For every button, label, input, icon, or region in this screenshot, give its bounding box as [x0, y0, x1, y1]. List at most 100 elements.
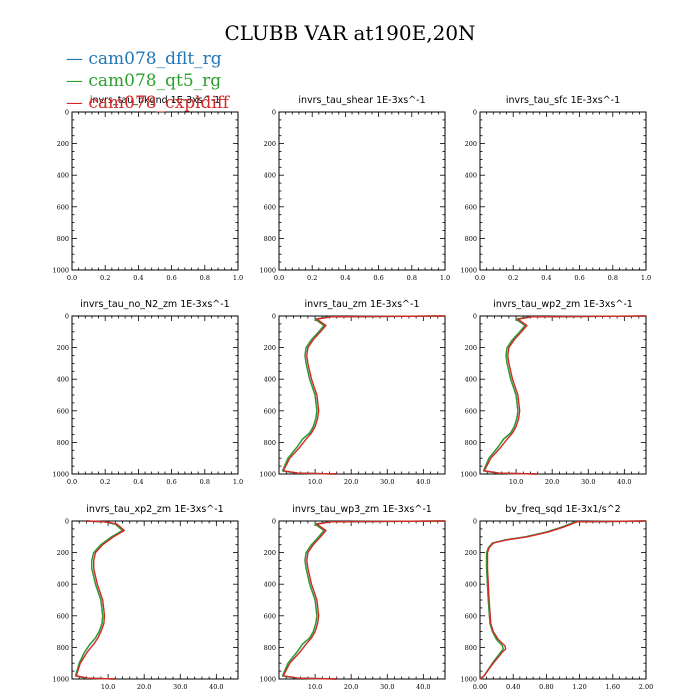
x-tick-label: 0.0	[67, 274, 77, 282]
x-tick-label: 40.0	[209, 683, 223, 691]
panel-title: invrs_tau_wp2_zm 1E-3xs^-1	[493, 299, 633, 310]
x-tick-label: 30.0	[581, 478, 595, 486]
y-tick-label: 200	[264, 344, 276, 352]
panel-title: invrs_tau_bkgnd 1E-3xs^-1	[90, 95, 220, 106]
panel-9: bv_freq_sqd 1E-3x1/s^2020040060080010000…	[460, 504, 653, 691]
x-tick-label: 0.4	[340, 274, 350, 282]
y-tick-label: 0	[272, 313, 276, 321]
x-tick-label: 0.4	[133, 478, 143, 486]
panel-title: bv_freq_sqd 1E-3x1/s^2	[505, 504, 620, 515]
x-tick-label: 0.6	[166, 274, 176, 282]
x-tick-label: 20.0	[344, 478, 358, 486]
y-tick-label: 800	[264, 644, 276, 652]
y-tick-label: 600	[465, 203, 477, 211]
series-line-2	[281, 520, 446, 680]
series-line-2	[74, 520, 124, 680]
x-tick-label: 1.20	[572, 683, 586, 691]
series-line-2	[281, 315, 446, 475]
y-tick-label: 800	[465, 235, 477, 243]
panel-title: invrs_tau_sfc 1E-3xs^-1	[506, 95, 620, 106]
x-tick-label: 0.8	[407, 274, 417, 282]
x-tick-label: 0.00	[473, 683, 487, 691]
y-tick-label: 1000	[52, 676, 69, 684]
series-line-1	[281, 520, 446, 680]
y-tick-label: 200	[57, 549, 69, 557]
y-tick-label: 1000	[460, 676, 477, 684]
x-tick-label: 1.0	[440, 274, 450, 282]
panel-title: invrs_tau_xp2_zm 1E-3xs^-1	[86, 504, 223, 515]
series-line-2	[479, 520, 647, 680]
y-tick-label: 400	[57, 376, 69, 384]
y-tick-label: 600	[264, 407, 276, 415]
series-line-1	[482, 315, 647, 475]
y-tick-label: 800	[57, 235, 69, 243]
x-tick-label: 20.0	[137, 683, 151, 691]
panel-4: invrs_tau_no_N2_zm 1E-3xs^-1 0 200 400 600 80…	[52, 299, 243, 486]
y-tick-label: 800	[57, 644, 69, 652]
x-tick-label: 30.0	[380, 478, 394, 486]
x-tick-label: 20.0	[344, 683, 358, 691]
x-tick-label: 0.6	[373, 274, 383, 282]
x-tick-label: 0.0	[274, 274, 284, 282]
x-tick-label: 20.0	[545, 478, 559, 486]
x-tick-label: 10.0	[308, 478, 322, 486]
y-tick-label: 400	[465, 172, 477, 180]
series-line-3	[282, 315, 446, 475]
y-tick-label: 200	[264, 140, 276, 148]
y-tick-label: 400	[57, 581, 69, 589]
y-tick-label: 800	[465, 644, 477, 652]
x-tick-label: 0.8	[608, 274, 618, 282]
x-tick-label: 0.40	[506, 683, 520, 691]
x-tick-label: 0.2	[100, 274, 110, 282]
y-tick-label: 600	[57, 203, 69, 211]
x-tick-label: 10.0	[509, 478, 523, 486]
series-line-1	[479, 520, 647, 680]
legend-entry-2: — cam078_qt5_rg	[66, 71, 221, 91]
plot-frame	[479, 520, 647, 680]
x-tick-label: 1.60	[606, 683, 620, 691]
y-tick-label: 800	[264, 235, 276, 243]
x-tick-label: 1.0	[233, 274, 243, 282]
x-tick-label: 0.2	[307, 274, 317, 282]
plot-frame	[479, 111, 647, 271]
y-tick-label: 0	[473, 313, 477, 321]
y-tick-label: 1000	[259, 267, 276, 275]
y-tick-label: 400	[465, 376, 477, 384]
plot-frame	[479, 315, 647, 475]
y-tick-label: 600	[264, 612, 276, 620]
y-tick-label: 600	[57, 612, 69, 620]
plot-frame	[71, 111, 239, 271]
x-tick-label: 1.0	[233, 478, 243, 486]
x-tick-label: 0.80	[539, 683, 553, 691]
x-tick-label: 0.8	[200, 274, 210, 282]
y-tick-label: 0	[473, 518, 477, 526]
y-tick-label: 400	[264, 172, 276, 180]
panel-8: invrs_tau_wp3_zm 1E-3xs^-1 0 200 400 600 800 1…	[259, 504, 446, 691]
y-tick-label: 0	[65, 518, 69, 526]
series-line-3	[479, 520, 647, 680]
legend-entry-3: — cam078_cxpldiff	[66, 93, 231, 113]
legend: — cam078_dflt_rg— cam078_qt5_rg— cam078_…	[66, 49, 231, 113]
x-tick-label: 0.0	[67, 478, 77, 486]
y-tick-label: 1000	[259, 471, 276, 479]
panels-group: invrs_tau_bkgnd 1E-3xs^-1 0 200 400 600 800 10…	[52, 95, 653, 691]
plot-frame	[71, 315, 239, 475]
y-tick-label: 200	[465, 140, 477, 148]
x-tick-label: 10.0	[308, 683, 322, 691]
x-tick-label: 0.4	[133, 274, 143, 282]
x-tick-label: 0.2	[508, 274, 518, 282]
y-tick-label: 800	[57, 439, 69, 447]
y-tick-label: 600	[264, 203, 276, 211]
y-tick-label: 400	[264, 376, 276, 384]
panel-3: invrs_tau_sfc 1E-3xs^-1 0 200 400 600 800 1000…	[460, 95, 651, 282]
panel-6: invrs_tau_wp2_zm 1E-3xs^-1 0 200 400 600 800 1…	[460, 299, 647, 486]
series-line-1	[281, 315, 446, 475]
y-tick-label: 1000	[52, 471, 69, 479]
y-tick-label: 400	[57, 172, 69, 180]
x-tick-label: 1.0	[641, 274, 651, 282]
figure-title: CLUBB VAR at190E,20N	[224, 21, 475, 45]
x-tick-label: 30.0	[173, 683, 187, 691]
y-tick-label: 200	[465, 549, 477, 557]
y-tick-label: 600	[465, 407, 477, 415]
x-tick-label: 0.6	[166, 478, 176, 486]
